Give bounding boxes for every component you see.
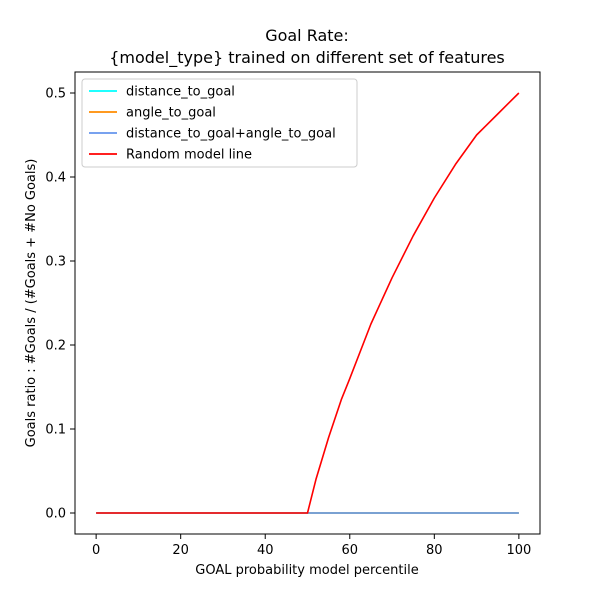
y-tick-label: 0.3: [45, 255, 66, 270]
legend-entry-3: distance_to_goal+angle_to_goal: [126, 127, 336, 142]
legend: distance_to_goal angle_to_goal distance_to…: [81, 78, 358, 168]
axes-frame: [74, 71, 541, 535]
x-tick-label: 100: [506, 543, 531, 558]
plot-area: [96, 92, 520, 514]
x-tick-label: 0: [92, 543, 100, 558]
series-line-4: [96, 92, 520, 514]
y-tick-label: 0.0: [45, 507, 66, 522]
y-axis: 0.0 0.1 0.2 0.3 0.4 0.5: [45, 87, 75, 522]
legend-entry-1: distance_to_goal: [126, 85, 235, 100]
y-tick-label: 0.1: [45, 423, 66, 438]
legend-entry-4: Random model line: [126, 148, 252, 163]
x-tick-label: 60: [341, 543, 358, 558]
legend-box: [81, 78, 358, 168]
x-tick-label: 40: [257, 543, 274, 558]
y-tick-label: 0.4: [45, 171, 66, 186]
y-tick-label: 0.5: [45, 87, 66, 102]
x-axis-label: GOAL probability model percentile: [195, 563, 418, 578]
legend-entry-2: angle_to_goal: [126, 106, 216, 121]
x-tick-label: 20: [172, 543, 189, 558]
chart-title: Goal Rate:: [265, 26, 349, 45]
x-tick-label: 80: [426, 543, 443, 558]
y-tick-label: 0.2: [45, 339, 66, 354]
y-axis-label: Goals ratio : #Goals / (#Goals + #No Goa…: [24, 159, 39, 448]
x-axis: 0 20 40 60 80 100: [92, 534, 531, 558]
chart-subtitle: {model_type} trained on different set of…: [109, 48, 505, 68]
